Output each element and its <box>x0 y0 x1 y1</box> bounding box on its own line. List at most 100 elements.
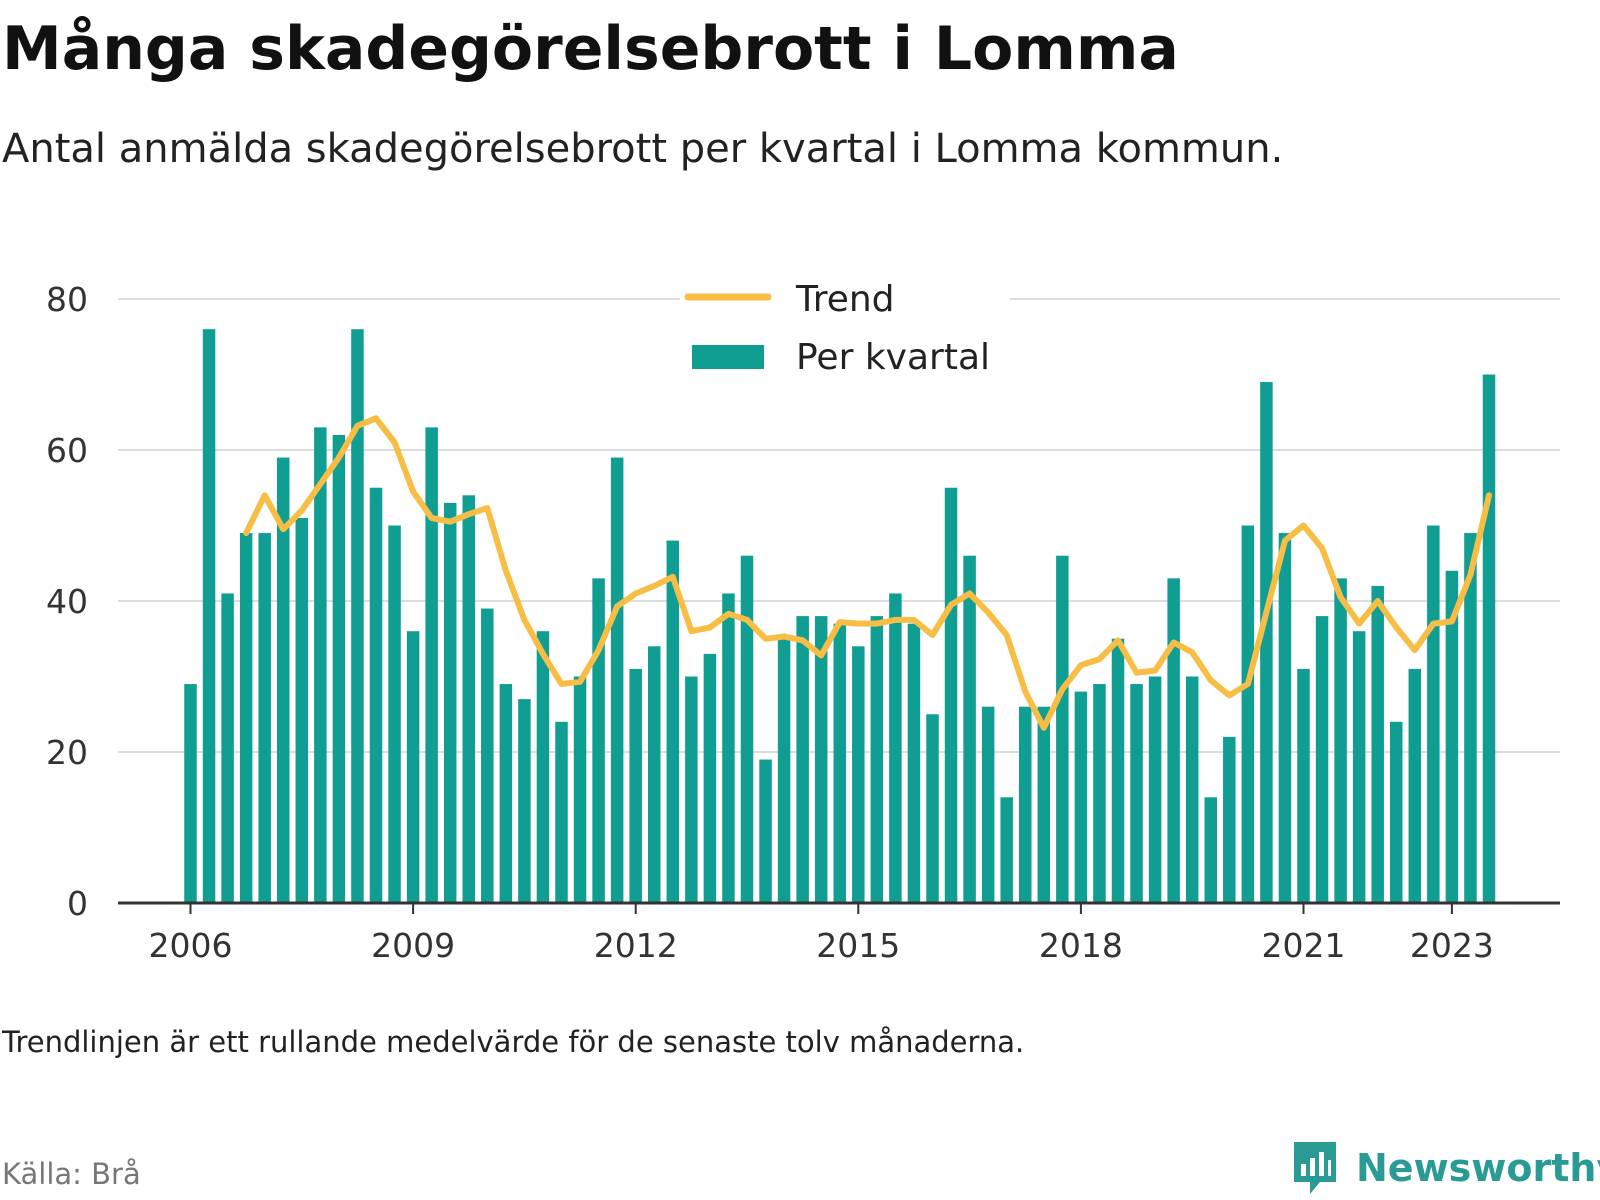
bar <box>1093 684 1106 903</box>
bar <box>759 759 772 903</box>
brand-name: Newsworthy <box>1356 1146 1600 1190</box>
x-tick-label: 2012 <box>594 926 678 965</box>
trend-line <box>243 415 1492 731</box>
bar <box>462 495 475 903</box>
bar <box>258 533 271 903</box>
bar <box>740 555 754 903</box>
bar <box>870 616 884 903</box>
x-tick-label: 2021 <box>1262 926 1346 965</box>
bar <box>1260 382 1273 903</box>
bar <box>1445 570 1459 903</box>
bar <box>722 593 735 903</box>
bar <box>295 517 309 903</box>
x-tick-label: 2006 <box>149 926 233 965</box>
bar <box>1000 797 1013 903</box>
bar <box>1074 691 1088 903</box>
bar <box>1390 721 1403 903</box>
bar <box>1371 585 1384 903</box>
bar <box>1482 374 1496 903</box>
bar <box>1427 525 1440 903</box>
bar <box>907 623 921 903</box>
bar <box>1241 525 1255 903</box>
bar <box>1223 736 1236 903</box>
bar <box>481 608 494 903</box>
bar <box>1019 706 1032 903</box>
bar <box>592 578 605 903</box>
y-tick-label: 20 <box>46 733 88 772</box>
newsworthy-logo-icon <box>1294 1142 1336 1194</box>
bar <box>1056 555 1069 903</box>
bar <box>314 427 327 903</box>
trend-layer <box>243 415 1492 731</box>
bar <box>518 699 531 903</box>
bar <box>981 706 995 903</box>
bar <box>1334 578 1347 903</box>
bar <box>926 714 939 903</box>
bar <box>648 646 661 903</box>
bar <box>777 638 791 903</box>
bar <box>277 457 290 903</box>
bar <box>1315 616 1329 903</box>
bar <box>1130 684 1143 903</box>
x-tick-label: 2023 <box>1410 926 1494 965</box>
bar <box>1464 533 1477 903</box>
bar <box>425 427 438 903</box>
bar <box>1167 578 1180 903</box>
x-tick-label: 2018 <box>1039 926 1123 965</box>
chart-area: 0 20 40 60 80 2006 2009 2012 2015 2018 2021 2023 Tr… <box>46 270 1560 965</box>
bar <box>443 502 457 903</box>
bar <box>1185 676 1199 903</box>
bar <box>221 593 234 903</box>
source-credit: Källa: Brå <box>2 1157 141 1191</box>
bar <box>573 676 587 903</box>
bar <box>1278 533 1292 903</box>
bar <box>536 631 550 903</box>
bar <box>1352 631 1366 903</box>
brand: Newsworthy <box>1290 1138 1600 1198</box>
legend-bar-swatch <box>692 345 764 369</box>
y-tick-label: 40 <box>46 582 88 621</box>
y-tick-label: 0 <box>67 884 88 923</box>
bar <box>629 668 642 903</box>
legend: Trend Per kvartal <box>680 270 1010 390</box>
bar <box>369 487 383 903</box>
bar <box>1111 638 1125 903</box>
y-tick-label: 80 <box>46 280 88 319</box>
bar <box>833 623 846 903</box>
bar <box>184 684 197 903</box>
bar <box>239 533 253 903</box>
axis-layer: 0 20 40 60 80 2006 2009 2012 2015 2018 2021 2023 <box>46 280 1560 965</box>
bar <box>889 593 902 903</box>
bar <box>666 540 680 903</box>
bar <box>1408 668 1422 903</box>
legend-background <box>680 270 1010 390</box>
bar <box>703 653 717 903</box>
bar <box>406 631 420 903</box>
bar <box>1297 668 1310 903</box>
bar <box>499 684 513 903</box>
x-tick-label: 2009 <box>371 926 455 965</box>
bar <box>332 434 346 903</box>
bar <box>202 329 216 903</box>
bar <box>852 646 865 903</box>
y-tick-label: 60 <box>46 431 88 470</box>
legend-trend-label: Trend <box>795 279 895 320</box>
bar <box>796 616 809 903</box>
bar <box>610 457 624 903</box>
chart-title: Många skadegörelsebrott i Lomma <box>2 14 1179 84</box>
bars-layer <box>184 329 1496 903</box>
chart-subtitle: Antal anmälda skadegörelsebrott per kvar… <box>2 126 1284 172</box>
bar <box>351 329 364 903</box>
bar <box>388 525 401 903</box>
bar <box>1204 797 1217 903</box>
x-tick-label: 2015 <box>816 926 900 965</box>
bar <box>963 555 976 903</box>
bar <box>814 616 828 903</box>
legend-bar-label: Per kvartal <box>796 337 990 378</box>
bar <box>555 721 568 903</box>
bar <box>685 676 698 903</box>
chart-note: Trendlinjen är ett rullande medelvärde f… <box>2 1025 1025 1059</box>
bar <box>944 487 958 903</box>
bar <box>1037 706 1051 903</box>
bar <box>1148 676 1162 903</box>
